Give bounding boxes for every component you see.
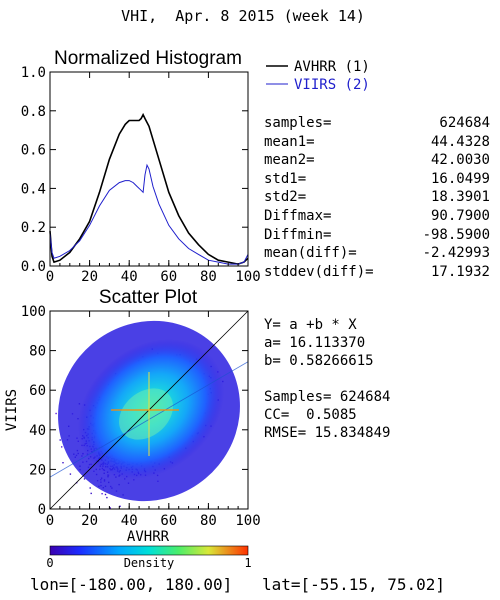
y-tick-label: 60	[29, 383, 46, 399]
x-tick-label: 100	[235, 269, 260, 285]
scatter-point	[83, 478, 86, 480]
x-tick-label: 20	[81, 269, 98, 285]
stat-value: -2.42993	[422, 245, 490, 262]
scatter-y-label: VIIRS	[4, 389, 20, 431]
stat-value: 42.0030	[430, 152, 490, 169]
stat-label: std2=	[264, 189, 307, 206]
colorbar-max-label: 1	[244, 556, 251, 570]
stat-value: -98.5900	[422, 226, 490, 243]
y-tick-label: 0	[38, 502, 46, 518]
fit-correlation: CC= 0.5085	[264, 407, 357, 423]
histogram-legend: AVHRR (1) VIIRS (2)	[266, 59, 370, 93]
stat-value: 90.7900	[430, 208, 490, 224]
scatter-point	[109, 507, 111, 509]
lon-range: lon=[-180.00, 180.00]	[30, 575, 232, 594]
scatter-point	[104, 493, 107, 496]
scatter-x-label: AVHRR	[127, 529, 170, 545]
series-viirs-line	[49, 163, 249, 265]
scatter-point	[59, 439, 61, 441]
scatter-point	[90, 492, 92, 495]
scatter-point	[62, 462, 64, 464]
stat-value: 18.3901	[430, 189, 490, 206]
colorbar-min-label: 0	[46, 556, 53, 570]
lat-range: lat=[-55.15, 75.02]	[262, 575, 445, 594]
series-avhrr-line	[49, 112, 249, 265]
scatter-point	[89, 487, 91, 489]
stat-label: Diffmax=	[264, 208, 332, 224]
fit-b-value: b= 0.58266615	[264, 353, 374, 369]
x-tick-label: 40	[121, 269, 138, 285]
y-tick-label: 0.0	[21, 259, 46, 275]
stat-label: mean(diff)=	[264, 245, 357, 262]
scatter-point	[119, 505, 121, 507]
x-tick-label: 100	[235, 513, 260, 529]
x-tick-label: 80	[200, 269, 217, 285]
scatter-panel: 0 20 40 60 80 100 0 20 40 60 80 100 Scatter Plot A…	[4, 287, 261, 545]
scatter-overlays	[49, 310, 249, 510]
stat-label: samples=	[264, 115, 332, 131]
fit-samples: Samples= 624684	[264, 389, 391, 405]
histogram-x-ticks: 0 20 40 60 80 100	[46, 72, 261, 285]
histogram-title: Normalized Histogram	[54, 48, 242, 69]
x-tick-label: 80	[200, 513, 217, 529]
fit-rmse: RMSE= 15.834849	[264, 425, 391, 441]
y-tick-label: 0.6	[21, 143, 46, 159]
fit-a-value: a= 16.113370	[264, 335, 366, 351]
stat-value: 16.0499	[430, 170, 490, 187]
scatter-point	[69, 473, 72, 475]
y-tick-label: 100	[21, 304, 46, 320]
stat-value: 17.1932	[430, 263, 490, 280]
page-title: VHI, Apr. 8 2015 (week 14)	[121, 7, 365, 25]
stat-value: 44.4328	[430, 133, 490, 150]
scatter-y-ticks: 0 20 40 60 80 100	[21, 304, 248, 518]
y-tick-label: 40	[29, 423, 46, 439]
scatter-point	[106, 496, 108, 499]
scatter-point	[61, 446, 63, 448]
x-tick-label: 60	[160, 269, 177, 285]
scatter-title: Scatter Plot	[99, 287, 198, 308]
stat-label: mean1=	[264, 133, 315, 150]
y-tick-label: 0.2	[21, 220, 46, 236]
legend-label: AVHRR (1)	[294, 59, 370, 75]
x-tick-label: 40	[121, 513, 138, 529]
stat-value: 624684	[439, 115, 490, 131]
colorbar: 0 Density 1	[46, 545, 252, 570]
stat-label: std1=	[264, 170, 307, 187]
x-tick-label: 60	[160, 513, 177, 529]
histogram-y-ticks: 0.0 0.2 0.4 0.6 0.8 1.0	[21, 65, 248, 275]
fit-equation: Y= a +b * X	[264, 317, 357, 333]
scatter-point	[55, 412, 57, 415]
scatter-point	[101, 493, 103, 495]
y-tick-label: 80	[29, 344, 46, 360]
y-tick-label: 0.8	[21, 104, 46, 120]
y-tick-label: 1.0	[21, 65, 46, 81]
y-tick-label: 0.4	[21, 181, 46, 197]
histogram-panel: 0 20 40 60 80 100 0.0 0.2 0.4 0.6 0.8 1.0 Normaliz…	[21, 48, 370, 285]
stat-label: mean2=	[264, 152, 315, 169]
stat-label: stddev(diff)=	[264, 263, 374, 280]
legend-label: VIIRS (2)	[294, 77, 370, 93]
histogram-series	[49, 112, 249, 265]
x-tick-label: 20	[81, 513, 98, 529]
colorbar-gradient	[49, 545, 249, 556]
scatter-x-ticks: 0 20 40 60 80 100	[46, 311, 261, 529]
x-tick-label: 0	[46, 513, 54, 529]
colorbar-label: Density	[124, 556, 175, 570]
y-tick-label: 20	[29, 462, 46, 478]
stat-label: Diffmin=	[264, 226, 332, 243]
x-tick-label: 0	[46, 269, 54, 285]
